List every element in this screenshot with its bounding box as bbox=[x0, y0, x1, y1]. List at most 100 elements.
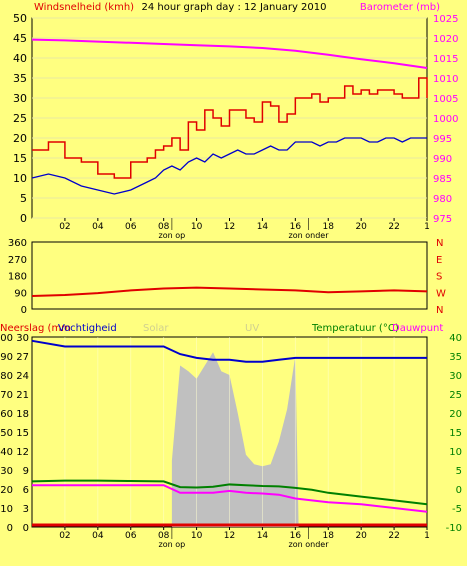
rain-xtick-label: 22 bbox=[388, 531, 399, 541]
rain-ytick: 21 bbox=[16, 390, 29, 401]
humidity-ytick: 30 bbox=[0, 466, 13, 477]
dewpoint-axis-label: Dauwpunt bbox=[392, 323, 443, 334]
wind-xtick-label: 14 bbox=[257, 222, 269, 232]
humidity-ytick: 0 bbox=[7, 523, 13, 534]
temperature-ytick: 5 bbox=[456, 466, 462, 477]
rain-xtick-label: 18 bbox=[323, 531, 335, 541]
baro-series-line bbox=[31, 38, 428, 69]
humidity-ytick: 70 bbox=[0, 390, 13, 401]
rain-sunrise-label: zon op bbox=[159, 540, 186, 549]
wind-ytick: 35 bbox=[13, 72, 27, 85]
wind-xtick-label: 16 bbox=[290, 222, 302, 232]
temperature-ytick: 0 bbox=[456, 485, 462, 496]
wind-avg-series-line bbox=[31, 137, 427, 195]
wind-xtick-label: 08 bbox=[158, 222, 170, 232]
rain-axis-label: Neerslag (mm bbox=[0, 323, 71, 334]
baro-axis-label: Barometer (mb) bbox=[360, 2, 440, 13]
rain-ytick: 30 bbox=[16, 333, 29, 344]
temperature-ytick: 20 bbox=[449, 409, 462, 420]
rain-xtick-label: 1 bbox=[424, 531, 430, 541]
chart-title: 24 hour graph day : 12 January 2010 bbox=[142, 2, 327, 13]
direction-ytick: 360 bbox=[8, 238, 27, 249]
baro-ytick: 1025 bbox=[433, 14, 458, 25]
wind-xtick-label: 10 bbox=[191, 222, 203, 232]
dewpoint-series-line bbox=[32, 484, 428, 513]
temperature-ytick: 30 bbox=[449, 371, 462, 382]
baro-ytick: 1010 bbox=[433, 74, 458, 85]
temperature-axis-label: Temperatuur (°C) bbox=[311, 323, 399, 334]
baro-ytick: 1005 bbox=[433, 94, 458, 105]
direction-ytick: 90 bbox=[14, 288, 27, 299]
humidity-ytick: 90 bbox=[0, 352, 13, 363]
rain-ytick: 27 bbox=[16, 352, 29, 363]
rain-xtick-label: 12 bbox=[224, 531, 235, 541]
rain-ytick: 6 bbox=[23, 485, 29, 496]
humidity-axis-label: Vochtigheid bbox=[58, 323, 117, 334]
wind-ytick: 25 bbox=[13, 112, 27, 125]
wind-ytick: 15 bbox=[13, 152, 27, 165]
baro-ytick: 980 bbox=[433, 194, 452, 205]
rain-ytick: 12 bbox=[16, 447, 29, 458]
rain-xtick-label: 02 bbox=[59, 531, 70, 541]
wind-ytick: 50 bbox=[13, 12, 27, 25]
rain-xtick-label: 10 bbox=[191, 531, 203, 541]
temperature-ytick: 25 bbox=[449, 390, 462, 401]
humidity-ytick: 20 bbox=[0, 485, 13, 496]
direction-compass-label: E bbox=[436, 255, 442, 266]
rain-ytick: 9 bbox=[23, 466, 29, 477]
humidity-ytick: 40 bbox=[0, 447, 13, 458]
solar-axis-label: Solar bbox=[143, 323, 169, 334]
direction-ytick: 270 bbox=[8, 255, 27, 266]
direction-series-line bbox=[31, 286, 428, 297]
wind-xtick-label: 18 bbox=[323, 222, 335, 232]
wind-sunset-label: zon onder bbox=[289, 231, 330, 240]
wind-xtick-label: 20 bbox=[355, 222, 367, 232]
rain-ytick: 15 bbox=[16, 428, 29, 439]
rain-ytick: 24 bbox=[16, 371, 29, 382]
temperature-ytick: 10 bbox=[449, 447, 462, 458]
rain-xtick-label: 08 bbox=[158, 531, 170, 541]
humidity-ytick: 80 bbox=[0, 371, 13, 382]
temperature-ytick: -10 bbox=[446, 523, 462, 534]
rain-xtick-label: 16 bbox=[290, 531, 302, 541]
wind-ytick: 40 bbox=[13, 52, 27, 65]
baro-ytick: 975 bbox=[433, 214, 452, 225]
direction-compass-label: N bbox=[436, 238, 443, 249]
wind-xtick-label: 22 bbox=[388, 222, 399, 232]
rain-xtick-label: 04 bbox=[92, 531, 104, 541]
baro-ytick: 990 bbox=[433, 154, 452, 165]
humidity-ytick: 10 bbox=[0, 504, 13, 515]
wind-sunrise-label: zon op bbox=[159, 231, 186, 240]
baro-ytick: 1015 bbox=[433, 54, 458, 65]
panel-direction-frame bbox=[31, 241, 428, 310]
direction-ytick: 180 bbox=[8, 272, 27, 283]
uv-axis-label: UV bbox=[245, 323, 259, 334]
uv-area bbox=[171, 352, 299, 527]
wind-xtick-label: 02 bbox=[59, 222, 70, 232]
direction-compass-label: N bbox=[436, 305, 443, 316]
wind-axis-label: Windsnelheid (kmh) bbox=[34, 2, 134, 13]
rain-xtick-label: 20 bbox=[355, 531, 367, 541]
wind-ytick: 5 bbox=[20, 192, 27, 205]
baro-ytick: 995 bbox=[433, 134, 452, 145]
temperature-ytick: -5 bbox=[452, 504, 462, 515]
rain-xtick-label: 06 bbox=[125, 531, 137, 541]
wind-ytick: 10 bbox=[13, 172, 27, 185]
wind-ytick: 30 bbox=[13, 92, 27, 105]
baro-ytick: 985 bbox=[433, 174, 452, 185]
rain-ytick: 3 bbox=[23, 504, 29, 515]
rain-sunset-label: zon onder bbox=[289, 540, 330, 549]
direction-ytick: 0 bbox=[21, 305, 27, 316]
rain-ytick: 18 bbox=[16, 409, 29, 420]
temperature-series-line bbox=[31, 479, 428, 506]
humidity-ytick: 50 bbox=[0, 428, 13, 439]
wind-ytick: 45 bbox=[13, 32, 27, 45]
temperature-ytick: 40 bbox=[449, 333, 462, 344]
wind-xtick-label: 06 bbox=[125, 222, 137, 232]
rain-xtick-label: 14 bbox=[257, 531, 269, 541]
temperature-ytick: 35 bbox=[449, 352, 462, 363]
wind-xtick-label: 1 bbox=[424, 222, 430, 232]
humidity-series-line bbox=[31, 339, 427, 363]
